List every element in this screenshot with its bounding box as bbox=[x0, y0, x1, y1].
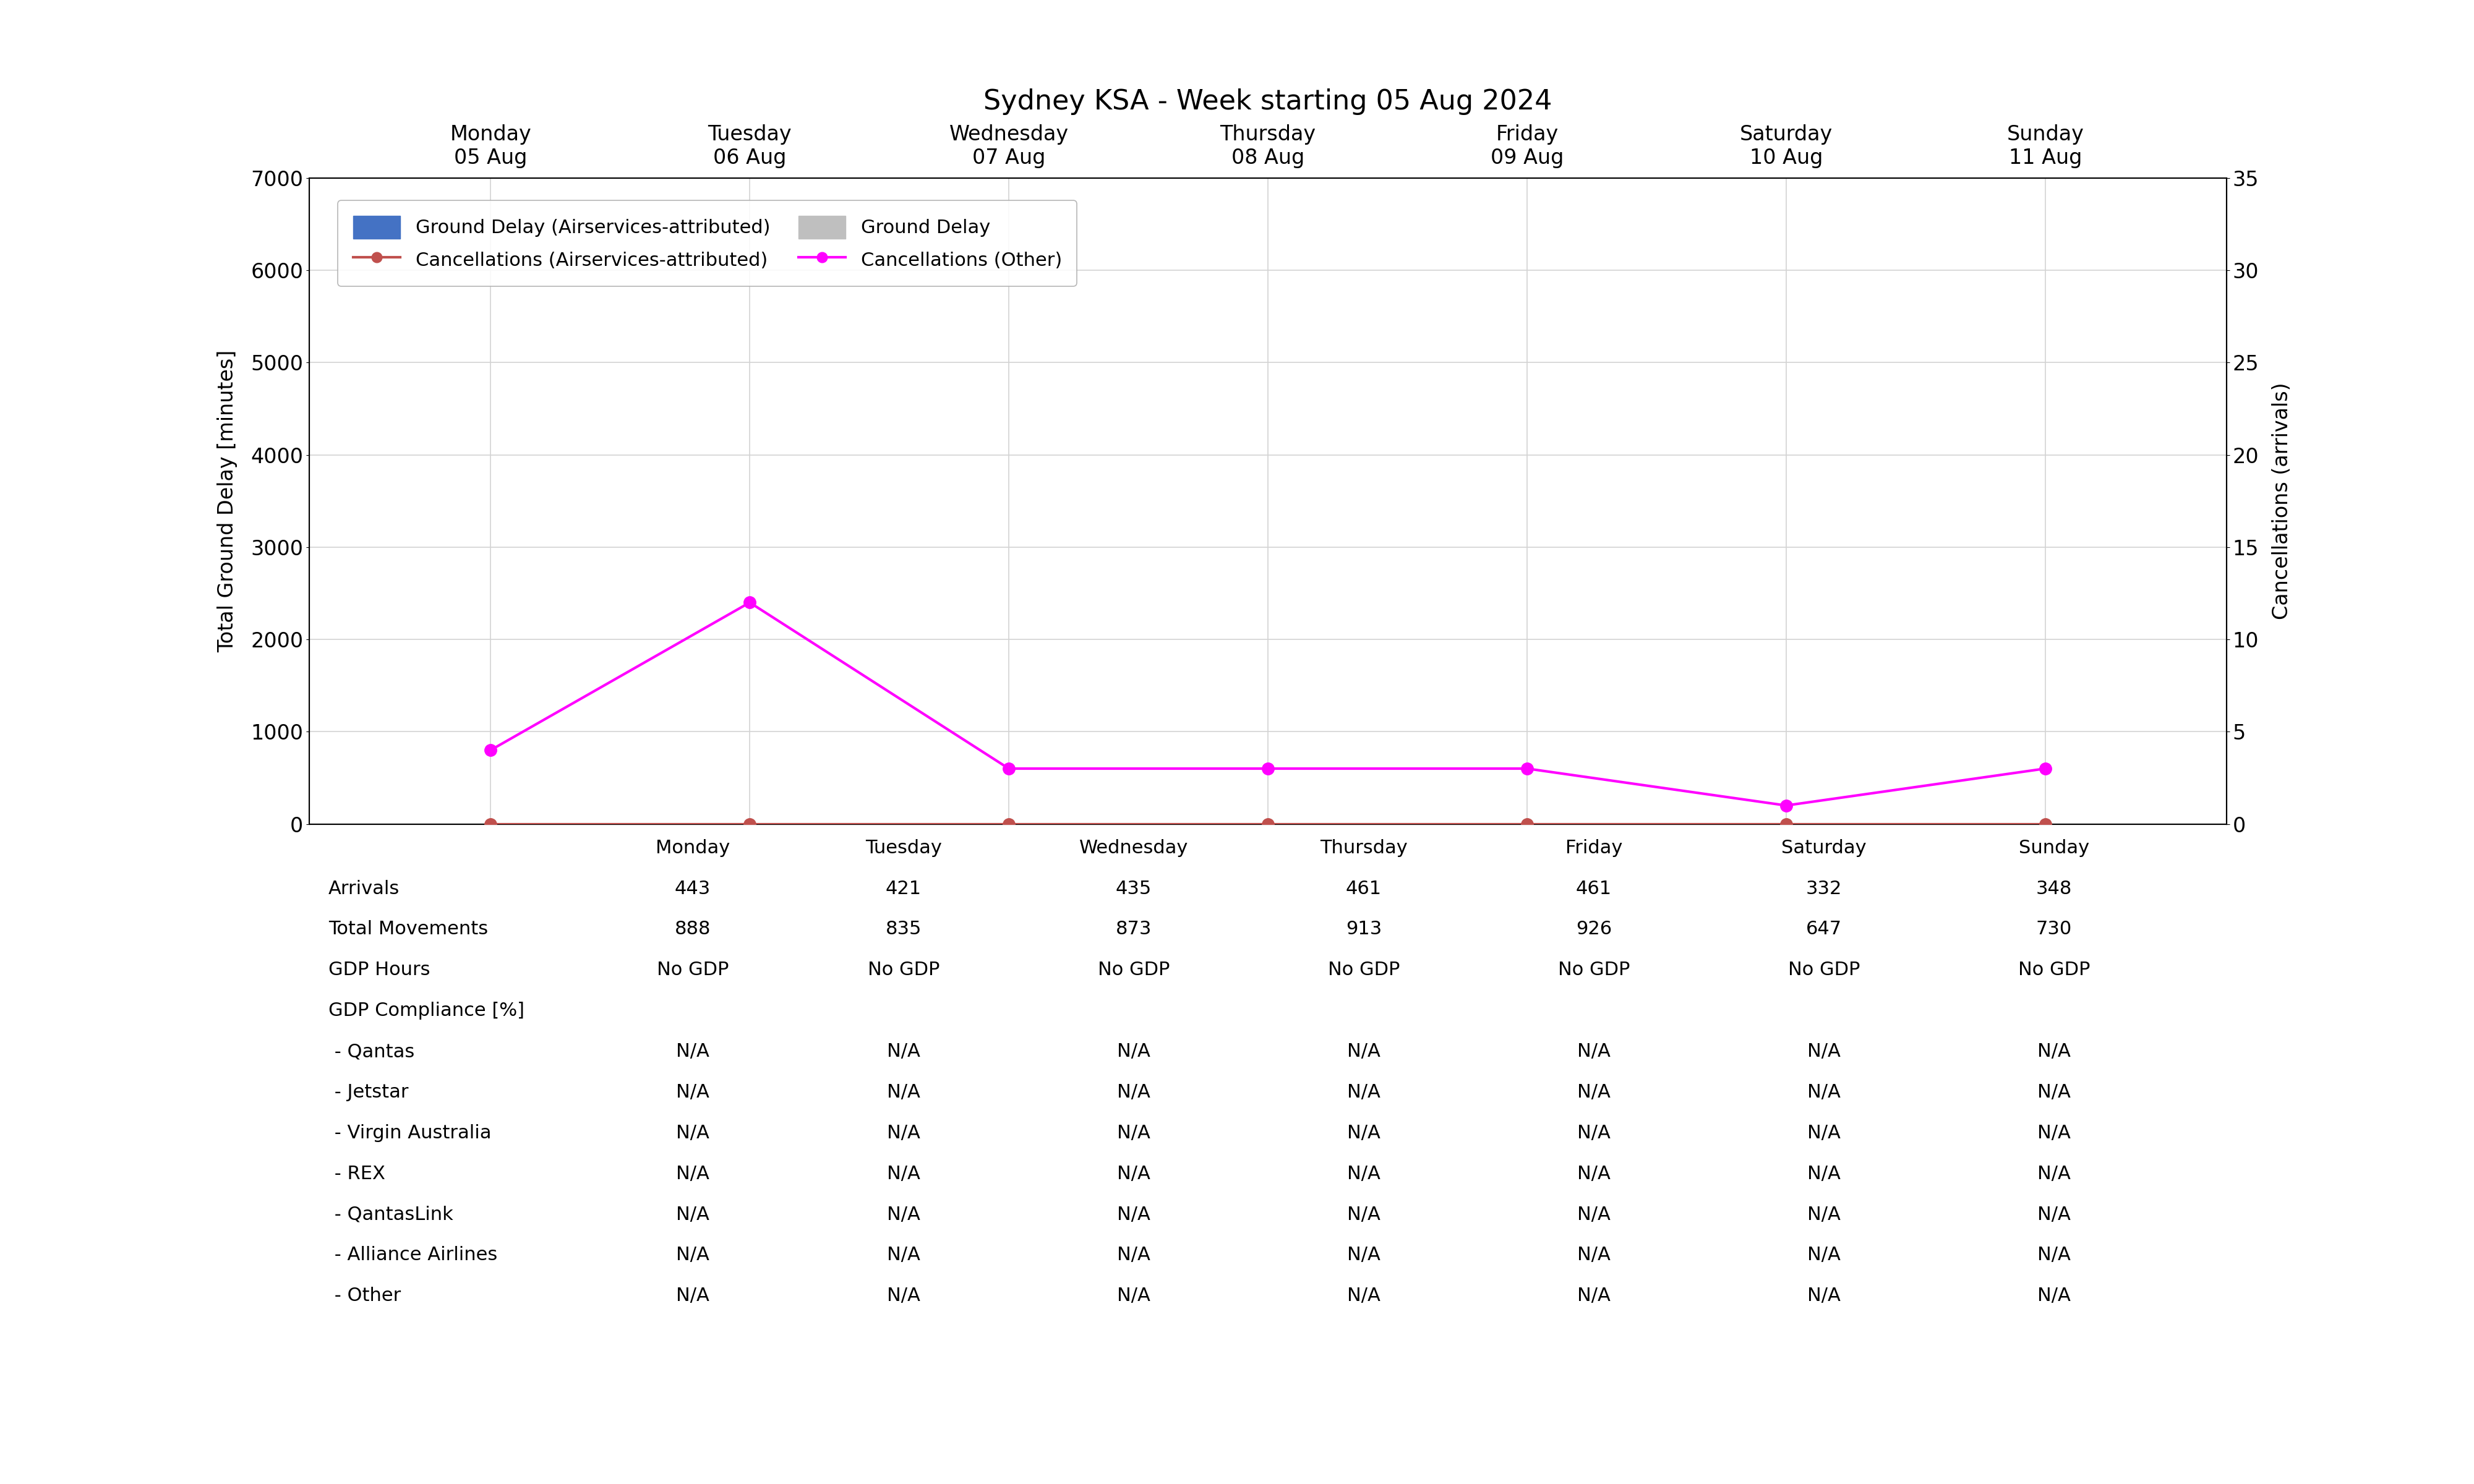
Text: N/A: N/A bbox=[1118, 1043, 1150, 1061]
Text: N/A: N/A bbox=[2039, 1165, 2071, 1183]
Text: Arrivals: Arrivals bbox=[329, 880, 401, 898]
Text: N/A: N/A bbox=[1808, 1123, 1841, 1143]
Text: N/A: N/A bbox=[2039, 1287, 2071, 1304]
Text: 443: 443 bbox=[675, 880, 710, 898]
Text: N/A: N/A bbox=[888, 1165, 920, 1183]
Text: N/A: N/A bbox=[1808, 1205, 1841, 1223]
Text: N/A: N/A bbox=[888, 1123, 920, 1143]
Text: Total Movements: Total Movements bbox=[329, 920, 487, 938]
Text: 461: 461 bbox=[1576, 880, 1613, 898]
Text: Saturday: Saturday bbox=[1781, 838, 1865, 856]
Text: N/A: N/A bbox=[1578, 1083, 1611, 1101]
Text: N/A: N/A bbox=[1578, 1205, 1611, 1223]
Text: N/A: N/A bbox=[1118, 1205, 1150, 1223]
Text: N/A: N/A bbox=[1578, 1043, 1611, 1061]
Text: N/A: N/A bbox=[675, 1287, 710, 1304]
Text: 730: 730 bbox=[2036, 920, 2073, 938]
Text: Monday: Monday bbox=[656, 838, 730, 856]
Text: N/A: N/A bbox=[2039, 1043, 2071, 1061]
Text: No GDP: No GDP bbox=[2019, 962, 2091, 979]
Text: N/A: N/A bbox=[1348, 1287, 1380, 1304]
Legend: Ground Delay (Airservices-attributed), Cancellations (Airservices-attributed), G: Ground Delay (Airservices-attributed), C… bbox=[339, 200, 1076, 286]
Text: N/A: N/A bbox=[1348, 1205, 1380, 1223]
Text: N/A: N/A bbox=[1348, 1083, 1380, 1101]
Text: N/A: N/A bbox=[675, 1123, 710, 1143]
Text: N/A: N/A bbox=[1808, 1287, 1841, 1304]
Text: 913: 913 bbox=[1346, 920, 1383, 938]
Y-axis label: Cancellations (arrivals): Cancellations (arrivals) bbox=[2271, 383, 2293, 620]
Text: Wednesday: Wednesday bbox=[1079, 838, 1188, 856]
Text: N/A: N/A bbox=[1808, 1083, 1841, 1101]
Text: - QantasLink: - QantasLink bbox=[329, 1205, 453, 1223]
Text: No GDP: No GDP bbox=[1329, 962, 1400, 979]
Text: 435: 435 bbox=[1116, 880, 1153, 898]
Text: 926: 926 bbox=[1576, 920, 1613, 938]
Text: - Jetstar: - Jetstar bbox=[329, 1083, 408, 1101]
Text: - Virgin Australia: - Virgin Australia bbox=[329, 1123, 492, 1143]
Text: N/A: N/A bbox=[1578, 1165, 1611, 1183]
Text: N/A: N/A bbox=[675, 1247, 710, 1264]
Text: N/A: N/A bbox=[2039, 1205, 2071, 1223]
Text: - Other: - Other bbox=[329, 1287, 401, 1304]
Text: N/A: N/A bbox=[888, 1083, 920, 1101]
Text: N/A: N/A bbox=[675, 1205, 710, 1223]
Text: N/A: N/A bbox=[2039, 1247, 2071, 1264]
Text: N/A: N/A bbox=[1348, 1123, 1380, 1143]
Text: N/A: N/A bbox=[888, 1043, 920, 1061]
Text: 888: 888 bbox=[675, 920, 710, 938]
Text: 421: 421 bbox=[886, 880, 923, 898]
Text: N/A: N/A bbox=[888, 1287, 920, 1304]
Text: N/A: N/A bbox=[675, 1043, 710, 1061]
Text: 461: 461 bbox=[1346, 880, 1383, 898]
Text: N/A: N/A bbox=[1808, 1043, 1841, 1061]
Text: GDP Hours: GDP Hours bbox=[329, 962, 430, 979]
Text: - Alliance Airlines: - Alliance Airlines bbox=[329, 1247, 497, 1264]
Text: 332: 332 bbox=[1806, 880, 1843, 898]
Text: N/A: N/A bbox=[2039, 1123, 2071, 1143]
Text: N/A: N/A bbox=[888, 1205, 920, 1223]
Text: N/A: N/A bbox=[1348, 1043, 1380, 1061]
Text: N/A: N/A bbox=[1578, 1123, 1611, 1143]
Text: - Qantas: - Qantas bbox=[329, 1043, 416, 1061]
Text: 873: 873 bbox=[1116, 920, 1153, 938]
Text: GDP Compliance [%]: GDP Compliance [%] bbox=[329, 1002, 524, 1020]
Text: Thursday: Thursday bbox=[1321, 838, 1408, 856]
Text: N/A: N/A bbox=[1118, 1083, 1150, 1101]
Text: N/A: N/A bbox=[1118, 1165, 1150, 1183]
Text: N/A: N/A bbox=[2039, 1083, 2071, 1101]
Text: N/A: N/A bbox=[675, 1083, 710, 1101]
Text: N/A: N/A bbox=[1118, 1247, 1150, 1264]
Text: No GDP: No GDP bbox=[656, 962, 730, 979]
Text: No GDP: No GDP bbox=[1789, 962, 1860, 979]
Text: Sunday: Sunday bbox=[2019, 838, 2091, 856]
Text: N/A: N/A bbox=[888, 1247, 920, 1264]
Text: N/A: N/A bbox=[1118, 1123, 1150, 1143]
Text: Friday: Friday bbox=[1566, 838, 1623, 856]
Text: - REX: - REX bbox=[329, 1165, 386, 1183]
Text: No GDP: No GDP bbox=[1098, 962, 1170, 979]
Title: Sydney KSA - Week starting 05 Aug 2024: Sydney KSA - Week starting 05 Aug 2024 bbox=[985, 89, 1551, 114]
Text: No GDP: No GDP bbox=[1559, 962, 1630, 979]
Text: 647: 647 bbox=[1806, 920, 1843, 938]
Text: 348: 348 bbox=[2036, 880, 2073, 898]
Text: N/A: N/A bbox=[1118, 1287, 1150, 1304]
Text: N/A: N/A bbox=[1578, 1287, 1611, 1304]
Text: N/A: N/A bbox=[1348, 1165, 1380, 1183]
Text: N/A: N/A bbox=[1578, 1247, 1611, 1264]
Text: N/A: N/A bbox=[1808, 1165, 1841, 1183]
Text: No GDP: No GDP bbox=[868, 962, 940, 979]
Text: Tuesday: Tuesday bbox=[866, 838, 943, 856]
Text: N/A: N/A bbox=[1348, 1247, 1380, 1264]
Text: 835: 835 bbox=[886, 920, 923, 938]
Y-axis label: Total Ground Delay [minutes]: Total Ground Delay [minutes] bbox=[218, 350, 238, 653]
Text: N/A: N/A bbox=[1808, 1247, 1841, 1264]
Text: N/A: N/A bbox=[675, 1165, 710, 1183]
